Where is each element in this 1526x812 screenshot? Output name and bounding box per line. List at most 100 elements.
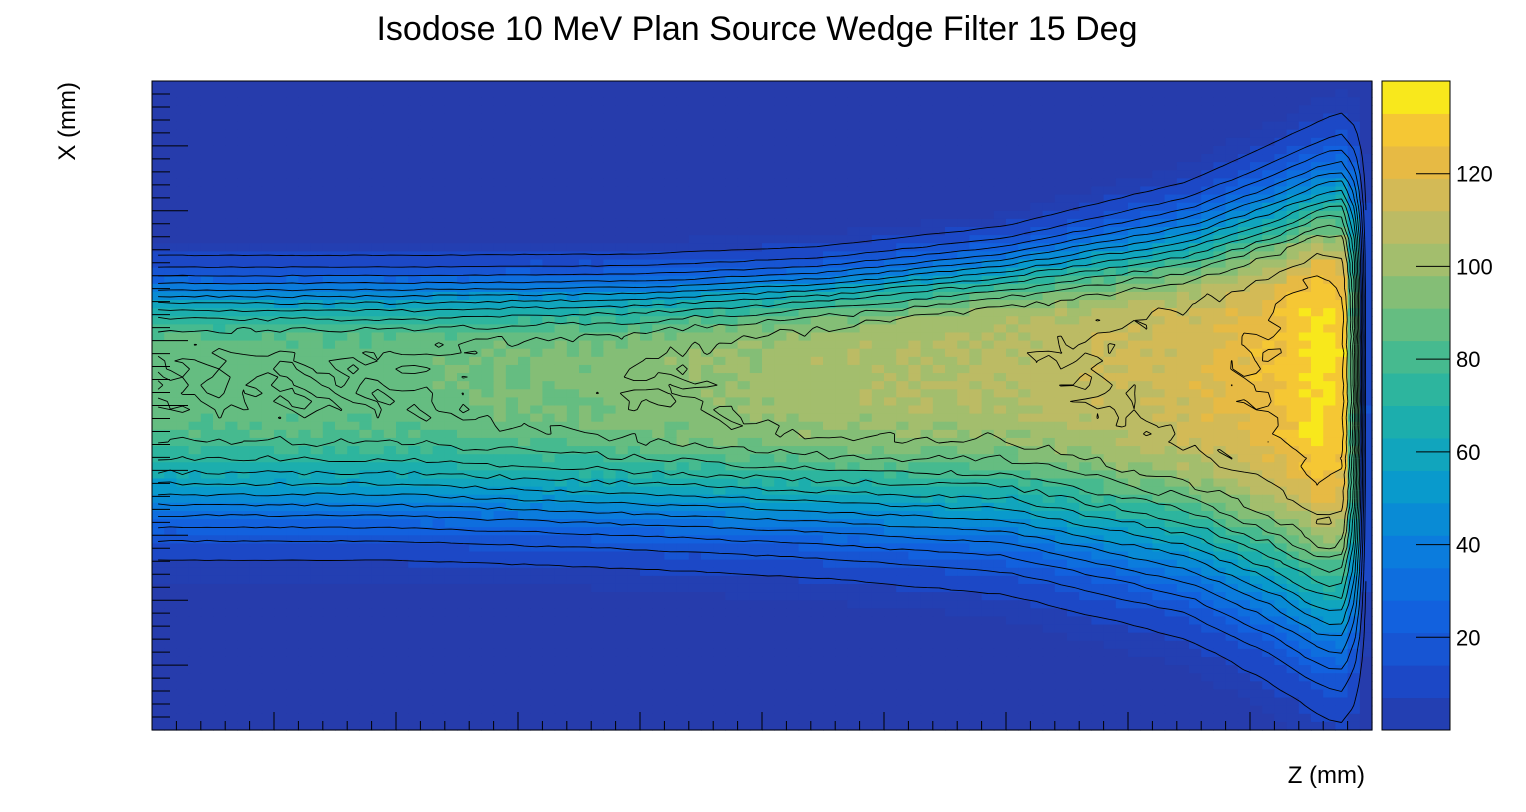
heatmap-cell <box>1225 178 1239 188</box>
heatmap-cell <box>493 218 507 228</box>
heatmap-cell <box>200 113 214 123</box>
heatmap-cell <box>945 324 958 334</box>
heatmap-cell <box>237 381 251 390</box>
heatmap-cell <box>371 145 385 155</box>
heatmap-cell <box>188 121 202 131</box>
heatmap-cell <box>1298 186 1312 196</box>
heatmap-cell <box>603 413 617 423</box>
heatmap-cell <box>566 308 580 317</box>
heatmap-cell <box>335 462 348 471</box>
heatmap-cell <box>322 97 336 106</box>
heatmap-cell <box>920 300 934 309</box>
heatmap-cell <box>1262 373 1275 382</box>
heatmap-cell <box>664 364 678 374</box>
heatmap-cell <box>1359 446 1373 455</box>
heatmap-cell <box>652 332 665 342</box>
heatmap-cell <box>420 437 434 447</box>
heatmap-cell <box>1359 397 1373 407</box>
heatmap-cell <box>310 105 324 115</box>
heatmap-cell <box>737 364 751 374</box>
heatmap-cell <box>347 421 360 431</box>
heatmap-cell <box>1274 210 1288 220</box>
heatmap-cell <box>383 462 397 471</box>
heatmap-cell <box>676 194 690 204</box>
heatmap-cell <box>1140 454 1153 463</box>
heatmap-cell <box>749 437 763 447</box>
heatmap-cell <box>1128 202 1141 212</box>
heatmap-cell <box>920 381 934 390</box>
heatmap-cell <box>713 105 726 115</box>
heatmap-cell <box>1091 129 1105 139</box>
heatmap-cell <box>591 437 604 447</box>
heatmap-cell <box>835 291 848 301</box>
heatmap-cell <box>908 121 922 131</box>
heatmap-cell <box>1262 421 1275 431</box>
heatmap-cell <box>823 105 836 115</box>
heatmap-cell <box>493 300 507 309</box>
heatmap-cell <box>1262 267 1275 277</box>
heatmap-cell <box>1323 105 1336 115</box>
heatmap-cell <box>322 154 336 163</box>
heatmap-cell <box>591 275 604 285</box>
heatmap-cell <box>957 137 970 147</box>
heatmap-cell <box>835 113 848 123</box>
heatmap-cell <box>152 470 165 480</box>
heatmap-cell <box>310 316 324 325</box>
heatmap-cell <box>359 405 373 415</box>
heatmap-cell <box>152 267 165 277</box>
heatmap-cell <box>847 243 861 252</box>
heatmap-cell <box>664 145 678 155</box>
heatmap-cell <box>664 316 678 325</box>
heatmap-cell <box>1359 145 1373 155</box>
heatmap-cell <box>554 308 568 317</box>
heatmap-cell <box>1006 373 1019 382</box>
heatmap-cell <box>1298 81 1312 90</box>
heatmap-cell <box>444 340 458 350</box>
heatmap-cell <box>859 251 873 261</box>
heatmap-cell <box>713 300 726 309</box>
heatmap-cell <box>408 446 421 455</box>
heatmap-cell <box>993 243 1007 252</box>
heatmap-cell <box>1067 170 1080 179</box>
heatmap-cell <box>322 446 336 455</box>
heatmap-cell <box>1286 178 1300 188</box>
heatmap-cell <box>1250 356 1263 366</box>
heatmap-cell <box>945 267 958 277</box>
heatmap-cell <box>859 145 873 155</box>
heatmap-cell <box>286 478 299 488</box>
heatmap-cell <box>981 364 995 374</box>
heatmap-cell <box>920 413 934 423</box>
heatmap-cell <box>579 316 592 325</box>
heatmap-cell <box>542 348 556 358</box>
heatmap-cell <box>286 267 299 277</box>
heatmap-cell <box>493 89 507 98</box>
heatmap-cell <box>371 137 385 147</box>
heatmap-cell <box>1018 97 1031 106</box>
heatmap-cell <box>884 478 897 488</box>
heatmap-cell <box>237 308 251 317</box>
heatmap-cell <box>1335 421 1349 431</box>
heatmap-cell <box>1237 397 1251 407</box>
heatmap-cell <box>908 227 922 236</box>
heatmap-cell <box>1030 405 1044 415</box>
heatmap-cell <box>798 113 812 123</box>
heatmap-cell <box>152 397 165 407</box>
heatmap-cell <box>1201 202 1214 212</box>
heatmap-cell <box>749 162 763 171</box>
heatmap-cell <box>591 348 604 358</box>
heatmap-cell <box>310 243 324 252</box>
heatmap-cell <box>908 97 922 106</box>
heatmap-cell <box>627 178 641 188</box>
heatmap-cell <box>945 218 958 228</box>
heatmap-cell <box>322 324 336 334</box>
heatmap-cell <box>810 283 824 293</box>
heatmap-cell <box>396 113 409 123</box>
heatmap-cell <box>1359 113 1373 123</box>
heatmap-cell <box>1079 97 1092 106</box>
heatmap-cell <box>505 381 519 390</box>
heatmap-cell <box>457 421 470 431</box>
heatmap-cell <box>554 470 568 480</box>
heatmap-cell <box>176 478 190 488</box>
heatmap-cell <box>1250 332 1263 342</box>
heatmap-cell <box>1054 154 1068 163</box>
